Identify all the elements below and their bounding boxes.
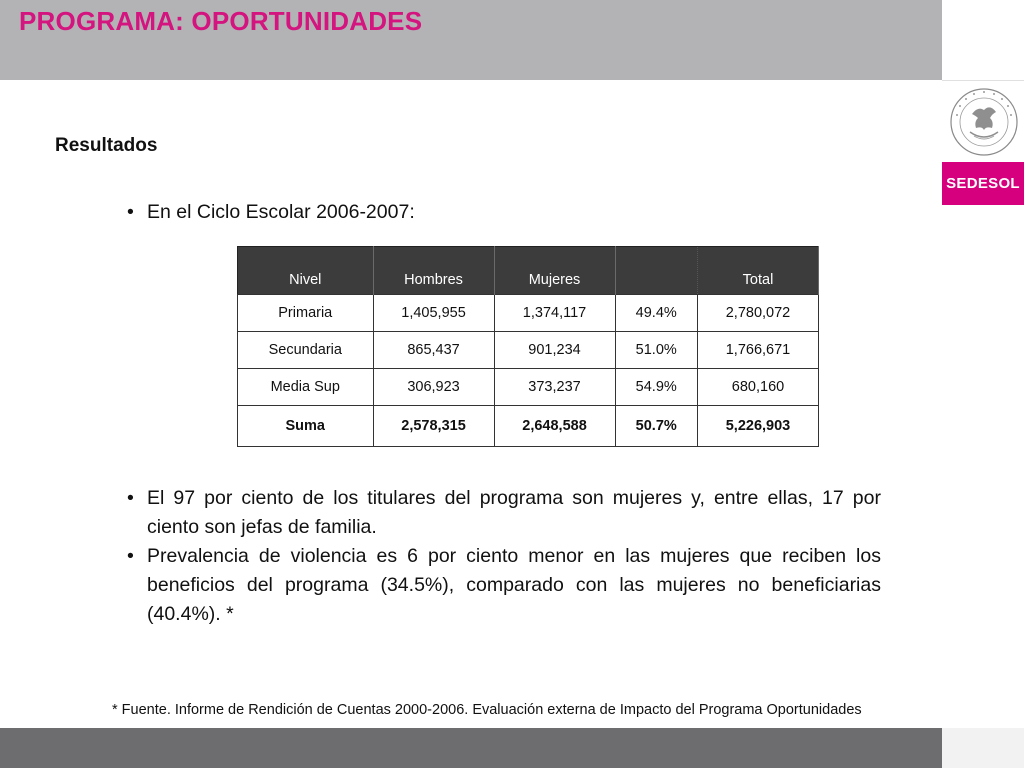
bullet-item: • Prevalencia de violencia es 6 por cien…	[127, 542, 881, 629]
bullet-intro-text: En el Ciclo Escolar 2006-2007:	[147, 201, 415, 223]
header-total: Total	[697, 246, 820, 295]
table-row: Media Sup 306,923 373,237 54.9% 680,160	[237, 368, 820, 406]
bullet-list: • El 97 por ciento de los titulares del …	[127, 484, 881, 629]
bullet-dot: •	[127, 201, 134, 223]
cell-nivel: Secundaria	[237, 331, 374, 369]
footnote: * Fuente. Informe de Rendición de Cuenta…	[112, 702, 862, 718]
cell-total: 2,780,072	[696, 294, 820, 332]
table-row: Primaria 1,405,955 1,374,117 49.4% 2,780…	[237, 294, 820, 332]
cell-hombres: 306,923	[372, 368, 495, 406]
table-header-row: Nivel Hombres Mujeres Total	[237, 246, 820, 295]
header-percent	[614, 246, 698, 295]
sum-mujeres: 2,648,588	[493, 405, 616, 447]
bullet-dot: •	[127, 487, 134, 509]
sum-total: 5,226,903	[696, 405, 820, 447]
seal-icon	[950, 88, 1018, 156]
bullet-text: Prevalencia de violencia es 6 por ciento…	[147, 545, 881, 625]
section-title: Resultados	[55, 135, 158, 156]
footer-band	[0, 728, 942, 768]
header-hombres: Hombres	[373, 246, 495, 295]
cell-nivel: Media Sup	[237, 368, 374, 406]
cell-hombres: 865,437	[372, 331, 495, 369]
cell-percent: 51.0%	[614, 331, 698, 369]
slide-title: PROGRAMA: OPORTUNIDADES	[19, 6, 423, 36]
header-mujeres: Mujeres	[494, 246, 616, 295]
cell-percent: 54.9%	[614, 368, 698, 406]
cell-nivel: Primaria	[237, 294, 374, 332]
table-sum-row: Suma 2,578,315 2,648,588 50.7% 5,226,903	[237, 405, 820, 447]
cell-percent: 49.4%	[614, 294, 698, 332]
header-band	[0, 0, 942, 80]
cell-mujeres: 901,234	[493, 331, 616, 369]
bullet-text: El 97 por ciento de los titulares del pr…	[147, 487, 881, 538]
cell-total: 680,160	[696, 368, 820, 406]
right-panel-top	[942, 0, 1024, 81]
cell-mujeres: 1,374,117	[493, 294, 616, 332]
sum-hombres: 2,578,315	[372, 405, 495, 447]
bullet-dot: •	[127, 545, 134, 567]
results-table: Nivel Hombres Mujeres Total Primaria 1,4…	[237, 246, 820, 447]
header-nivel: Nivel	[237, 246, 374, 295]
table-row: Secundaria 865,437 901,234 51.0% 1,766,6…	[237, 331, 820, 369]
sum-percent: 50.7%	[614, 405, 698, 447]
cell-total: 1,766,671	[696, 331, 820, 369]
sum-nivel: Suma	[237, 405, 374, 447]
bullet-item: • El 97 por ciento de los titulares del …	[127, 484, 881, 542]
sedesol-logo-text: SEDESOL	[946, 175, 1020, 192]
sedesol-logo: SEDESOL	[942, 162, 1024, 205]
bullet-intro: • En el Ciclo Escolar 2006-2007:	[127, 198, 887, 227]
footer-right	[942, 728, 1024, 768]
cell-mujeres: 373,237	[493, 368, 616, 406]
cell-hombres: 1,405,955	[372, 294, 495, 332]
